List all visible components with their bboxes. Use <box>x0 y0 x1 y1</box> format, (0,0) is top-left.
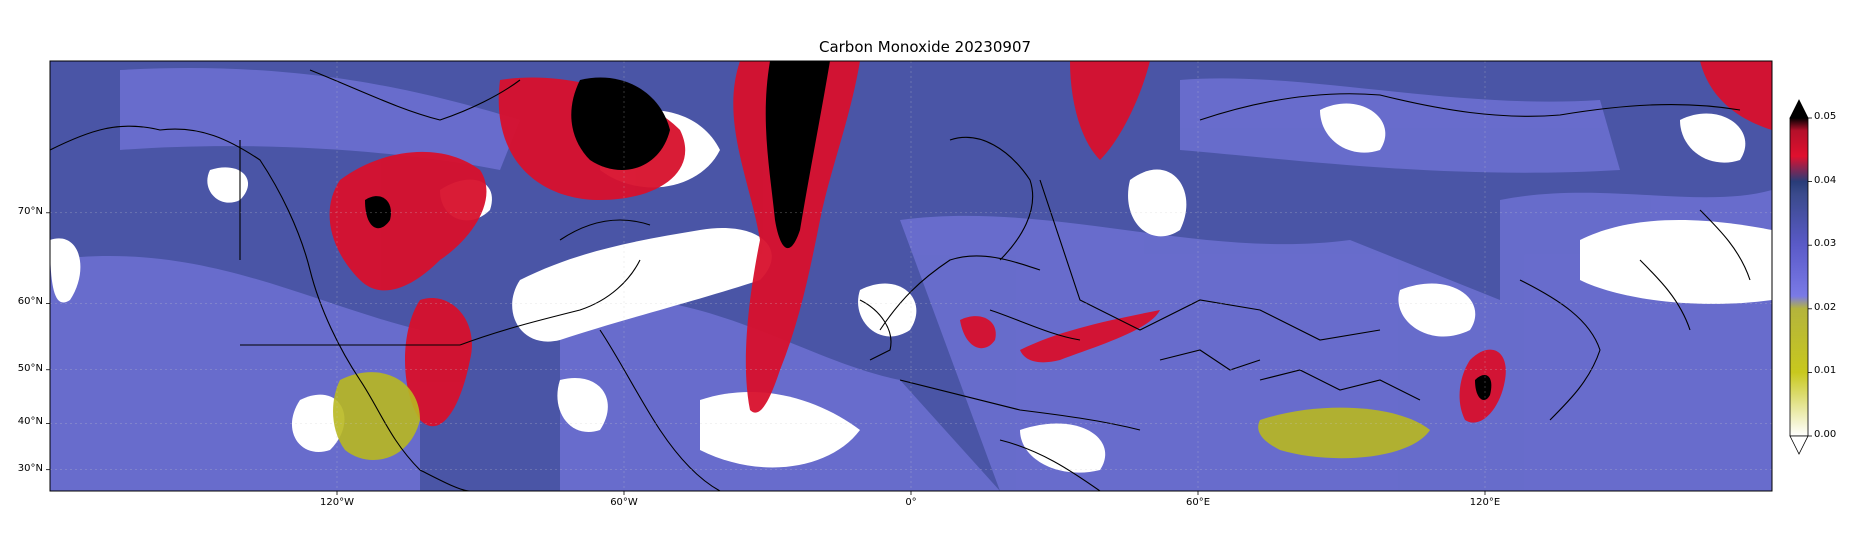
lat-tick-label: 70°N <box>17 205 43 217</box>
lon-tick-label: 120°E <box>1469 497 1501 508</box>
lat-tick-label: 60°N <box>17 296 43 308</box>
colorbar-extend-max <box>1789 99 1809 119</box>
colorbar-gradient <box>1789 117 1809 437</box>
lon-tick-label: 60°W <box>610 497 638 508</box>
colorbar-tick-label: 0.05 <box>1814 111 1837 122</box>
lon-tick-label: 0° <box>905 497 917 508</box>
colorbar-ticks <box>1808 117 1812 437</box>
colorbar-extend-min <box>1789 435 1809 455</box>
co-low-spots <box>333 372 1430 460</box>
axis-ticks <box>46 212 1486 495</box>
colorbar <box>1789 99 1812 455</box>
colorbar-tick-label: 0.01 <box>1814 365 1837 377</box>
colorbar-tick-label: 0.04 <box>1814 174 1837 186</box>
lat-tick-label: 30°N <box>17 462 43 474</box>
coastlines <box>50 69 1751 491</box>
map-title: Carbon Monoxide 20230907 <box>818 38 1032 56</box>
colorbar-tick-label: 0.02 <box>1814 301 1837 313</box>
gridlines <box>50 61 1772 491</box>
colorbar-tick-label: 0.03 <box>1814 238 1837 250</box>
lon-tick-label: 120°W <box>320 497 354 508</box>
lat-tick-label: 50°N <box>17 362 43 374</box>
co-extreme-plumes <box>365 61 1492 400</box>
lon-tick-label: 60°E <box>1185 497 1211 508</box>
lat-tick-label: 40°N <box>17 416 43 428</box>
colorbar-tick-label: 0.00 <box>1814 429 1837 440</box>
